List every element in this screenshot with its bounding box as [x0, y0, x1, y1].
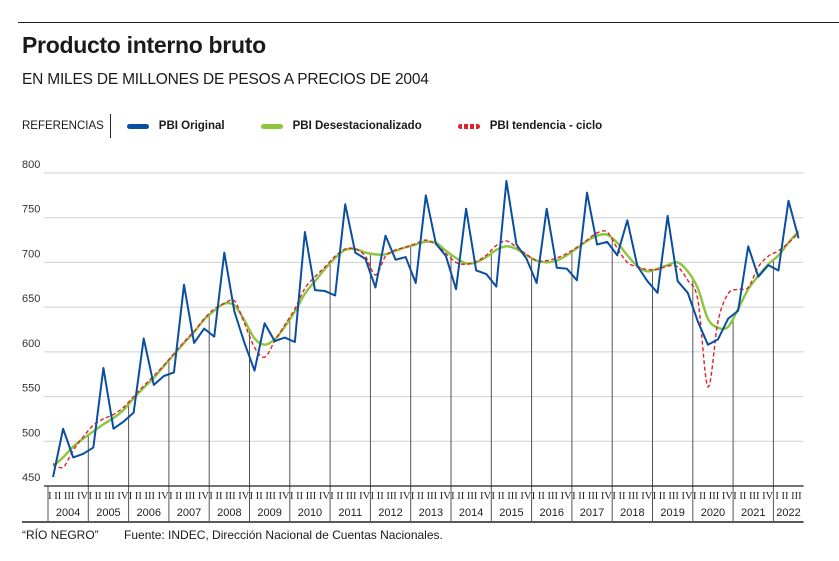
y-tick-label: 650: [22, 293, 40, 305]
year-label: 2004: [56, 507, 80, 519]
quarter-labels: I II III IV: [612, 491, 652, 502]
legend-item-desestacionalizado: PBI Desestacionalizado: [260, 120, 422, 132]
y-tick-label: 750: [22, 204, 40, 216]
legend-swatch-tendencia: [457, 123, 480, 129]
series-original: [52, 180, 800, 478]
top-rule: [18, 22, 839, 23]
y-tick-label: 550: [22, 383, 40, 395]
quarter-labels: I II III IV: [169, 491, 209, 502]
quarter-labels: I II III IV: [209, 491, 249, 502]
quarter-labels: I II III IV: [129, 491, 169, 502]
year-label: 2015: [499, 507, 523, 519]
quarter-labels: I II III IV: [733, 491, 773, 502]
quarter-labels: I II III IV: [451, 491, 491, 502]
legend-text: PBI Desestacionalizado: [292, 120, 422, 132]
year-label: 2017: [580, 507, 604, 519]
y-tick-label: 500: [22, 427, 40, 439]
year-label: 2009: [257, 507, 281, 519]
quarter-labels: I II III IV: [411, 491, 451, 502]
credit: “RÍO NEGRO”: [22, 528, 99, 542]
year-label: 2018: [620, 507, 644, 519]
quarter-labels: I II III IV: [88, 491, 128, 502]
quarter-labels: I II III IV: [653, 491, 693, 502]
quarter-labels: I II III IV: [572, 491, 612, 502]
year-label: 2005: [96, 507, 120, 519]
y-tick-label: 800: [22, 159, 40, 171]
year-label: 2014: [459, 507, 483, 519]
year-label: 2010: [298, 507, 322, 519]
quarter-labels: I II III IV: [532, 491, 572, 502]
legend-item-original: PBI Original: [126, 120, 225, 132]
quarter-labels: I II III IV: [48, 491, 88, 502]
legend: REFERENCIAS PBI Original PBI Desestacion…: [22, 114, 638, 138]
quarter-labels: I II III IV: [250, 491, 290, 502]
source: Fuente: INDEC, Dirección Nacional de Cue…: [124, 528, 443, 542]
chart-subtitle: EN MILES DE MILLONES DE PESOS A PRECIOS …: [22, 71, 429, 88]
year-label: 2007: [177, 507, 201, 519]
year-label: 2008: [217, 507, 241, 519]
chart-title: Producto interno bruto: [22, 32, 266, 58]
quarter-labels: I II III IV: [491, 491, 531, 502]
quarter-labels: I II III IV: [371, 491, 411, 502]
year-label: 2021: [741, 507, 765, 519]
year-label: 2012: [378, 507, 402, 519]
quarter-labels: I II III: [775, 491, 802, 502]
quarter-labels: I II III IV: [693, 491, 733, 502]
legend-label: REFERENCIAS: [22, 114, 111, 138]
quarter-labels: I II III IV: [290, 491, 330, 502]
year-label: 2022: [776, 507, 800, 519]
series-desestacionalizado: [52, 230, 800, 468]
y-tick-label: 450: [22, 472, 40, 484]
footer: “RÍO NEGRO” Fuente: INDEC, Dirección Nac…: [22, 528, 465, 542]
year-label: 2019: [660, 507, 684, 519]
legend-text: PBI Original: [158, 120, 225, 132]
legend-item-tendencia: PBI tendencia - ciclo: [457, 120, 603, 132]
y-tick-label: 600: [22, 338, 40, 350]
y-tick-label: 700: [22, 248, 40, 260]
series-tendencia-ciclo: [52, 230, 800, 469]
year-label: 2016: [540, 507, 564, 519]
year-label: 2013: [419, 507, 443, 519]
year-label: 2006: [137, 507, 161, 519]
quarter-labels: I II III IV: [330, 491, 370, 502]
legend-swatch-desestacionalizado: [260, 123, 283, 129]
legend-swatch-original: [126, 123, 149, 129]
year-label: 2020: [701, 507, 725, 519]
legend-text: PBI tendencia - ciclo: [489, 120, 603, 132]
year-label: 2011: [338, 507, 362, 519]
